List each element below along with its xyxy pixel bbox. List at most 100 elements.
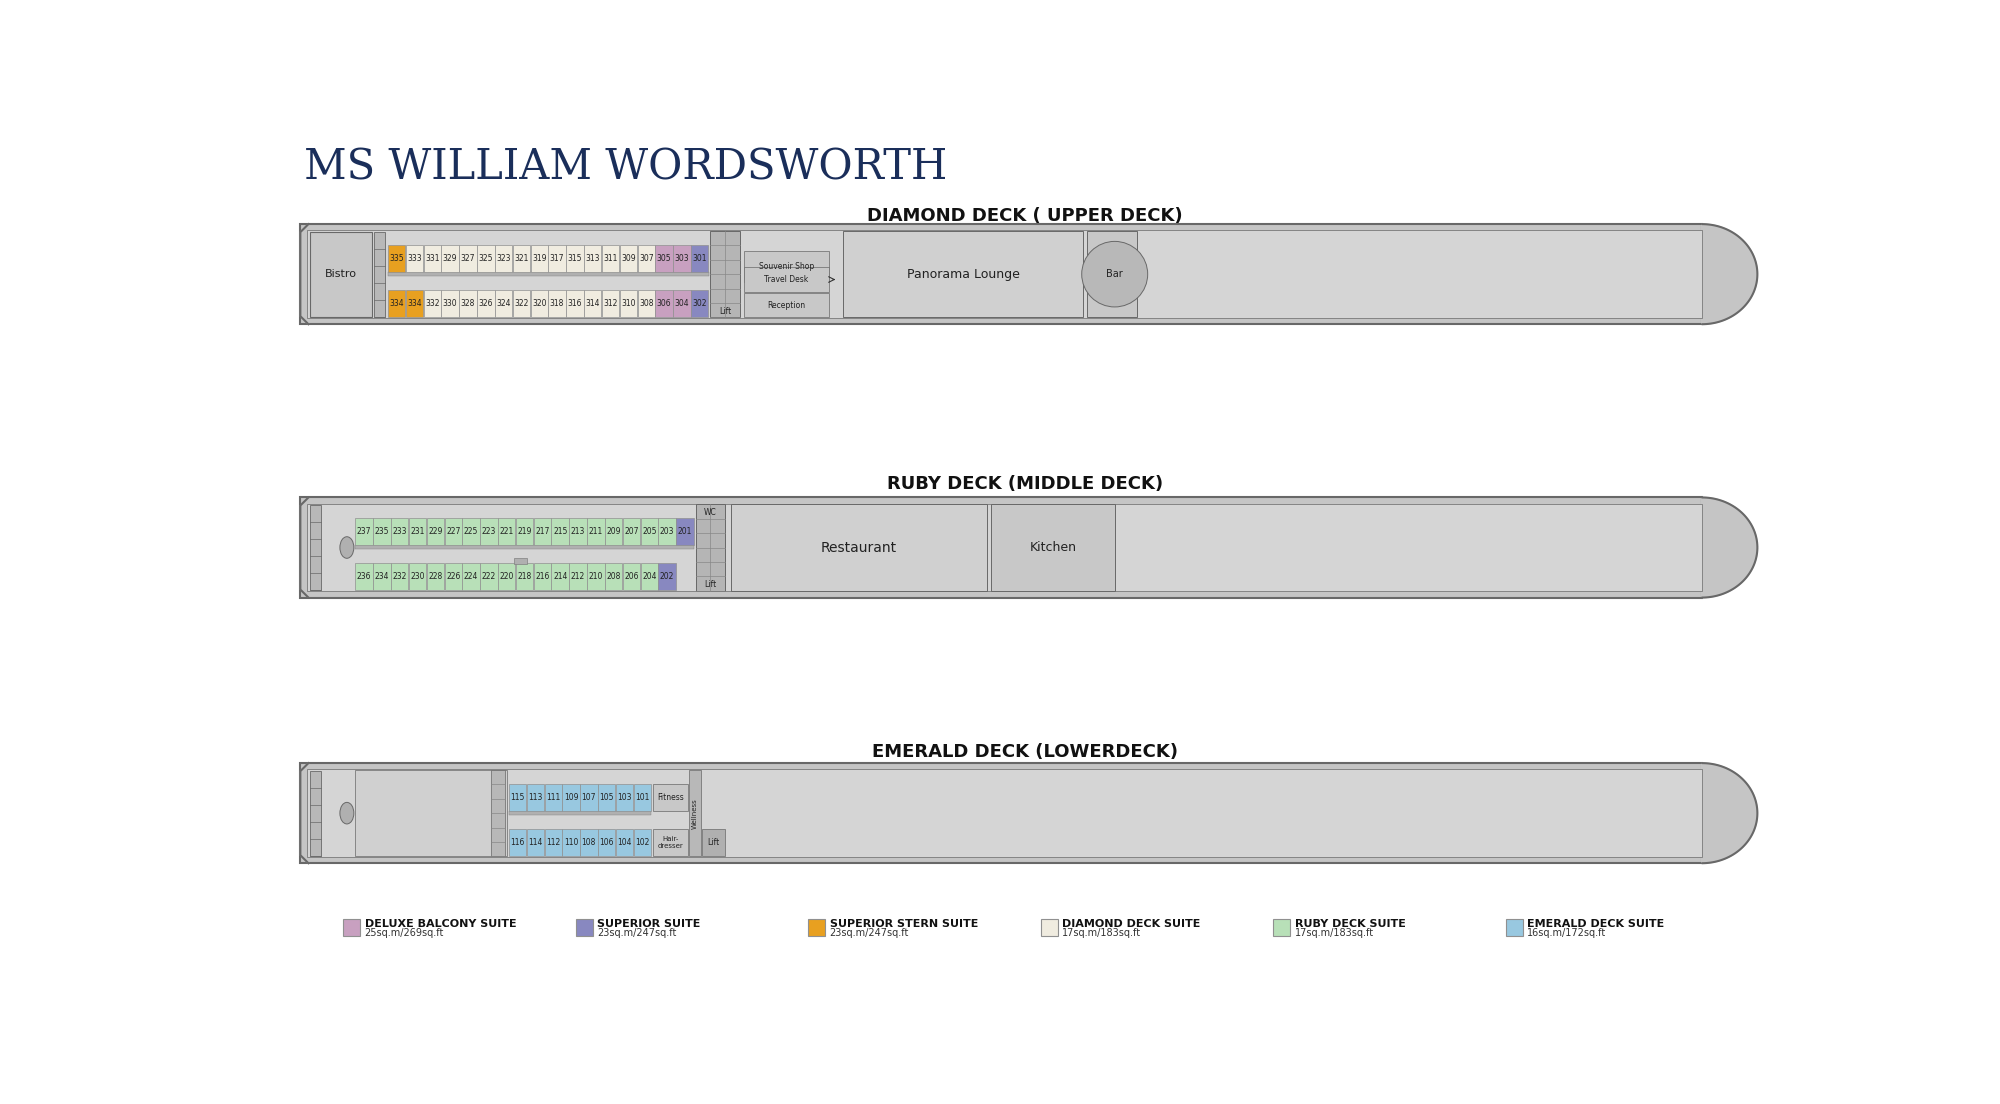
Bar [444,518,462,545]
Text: 219: 219 [518,528,532,537]
Bar [406,245,424,272]
Text: Souvenir Shop: Souvenir Shop [758,262,814,272]
Bar [306,231,1702,318]
Text: 109: 109 [564,793,578,802]
Bar [516,518,534,545]
Bar [634,829,652,856]
Text: 105: 105 [600,793,614,802]
Bar [514,559,526,564]
Bar [534,563,552,590]
Bar [1506,919,1522,935]
Bar [310,771,320,856]
Text: Lift: Lift [708,838,720,847]
Polygon shape [1702,763,1758,863]
Bar [388,245,406,272]
Bar [492,771,504,857]
Bar [616,829,634,856]
Text: Restaurant: Restaurant [822,541,898,554]
Bar [534,518,552,545]
Text: 205: 205 [642,528,656,537]
Text: 106: 106 [600,838,614,847]
Bar [690,289,708,317]
Bar [616,784,634,810]
Bar [604,563,622,590]
Text: 112: 112 [546,838,560,847]
Text: MS WILLIAM WORDSWORTH: MS WILLIAM WORDSWORTH [304,147,948,189]
Bar [744,267,828,291]
Bar [494,289,512,317]
Bar [508,810,652,815]
Text: 330: 330 [442,298,458,308]
Text: 333: 333 [408,254,422,263]
Bar [638,289,654,317]
Text: EMERALD DECK (LOWERDECK): EMERALD DECK (LOWERDECK) [872,743,1178,761]
Text: 306: 306 [656,298,672,308]
Text: 212: 212 [570,572,586,581]
Text: 104: 104 [618,838,632,847]
Bar [508,829,526,856]
Text: 211: 211 [588,528,602,537]
Bar [530,245,548,272]
Text: 107: 107 [582,793,596,802]
Bar [584,289,602,317]
Text: Lift: Lift [704,580,716,588]
Bar [462,563,480,590]
Bar [552,518,568,545]
Bar [580,829,598,856]
Polygon shape [300,224,308,325]
Text: 220: 220 [500,572,514,581]
Bar [356,563,372,590]
Text: 227: 227 [446,528,460,537]
Bar [544,829,562,856]
Bar [562,784,580,810]
Text: 223: 223 [482,528,496,537]
Text: 237: 237 [356,528,372,537]
Text: 110: 110 [564,838,578,847]
Text: 321: 321 [514,254,528,263]
Bar [526,784,544,810]
Bar [710,231,740,317]
Text: 233: 233 [392,528,408,537]
Text: 302: 302 [692,298,706,308]
Text: 108: 108 [582,838,596,847]
Text: 312: 312 [604,298,618,308]
Text: 214: 214 [554,572,568,581]
Text: 215: 215 [554,528,568,537]
Text: 218: 218 [518,572,532,581]
Bar [562,829,580,856]
Text: DIAMOND DECK ( UPPER DECK): DIAMOND DECK ( UPPER DECK) [868,208,1182,225]
Bar [408,563,426,590]
Bar [676,518,694,545]
Text: 217: 217 [536,528,550,537]
Text: 213: 213 [570,528,586,537]
Bar [498,563,516,590]
Bar [1088,231,1138,317]
Text: DELUXE BALCONY SUITE: DELUXE BALCONY SUITE [364,919,516,930]
Bar [658,563,676,590]
Bar [498,518,516,545]
Text: 203: 203 [660,528,674,537]
Bar [494,245,512,272]
Bar [426,518,444,545]
Text: 116: 116 [510,838,524,847]
Text: RUBY DECK (MIDDLE DECK): RUBY DECK (MIDDLE DECK) [886,475,1164,492]
Bar [344,919,360,935]
Bar [640,563,658,590]
Text: Bistro: Bistro [324,269,356,279]
Bar [1274,919,1290,935]
Text: 301: 301 [692,254,706,263]
Text: 229: 229 [428,528,442,537]
Bar [602,245,620,272]
Bar [842,231,1084,317]
Polygon shape [1702,224,1758,325]
Bar [696,505,726,591]
Bar [374,518,390,545]
Text: 325: 325 [478,254,494,263]
Bar [548,245,566,272]
Text: Travel Desk: Travel Desk [764,275,808,284]
Text: Fitness: Fitness [658,793,684,802]
Polygon shape [1702,498,1758,597]
Bar [604,518,622,545]
Text: 329: 329 [442,254,458,263]
Text: 23sq.m/247sq.ft: 23sq.m/247sq.ft [830,928,910,938]
